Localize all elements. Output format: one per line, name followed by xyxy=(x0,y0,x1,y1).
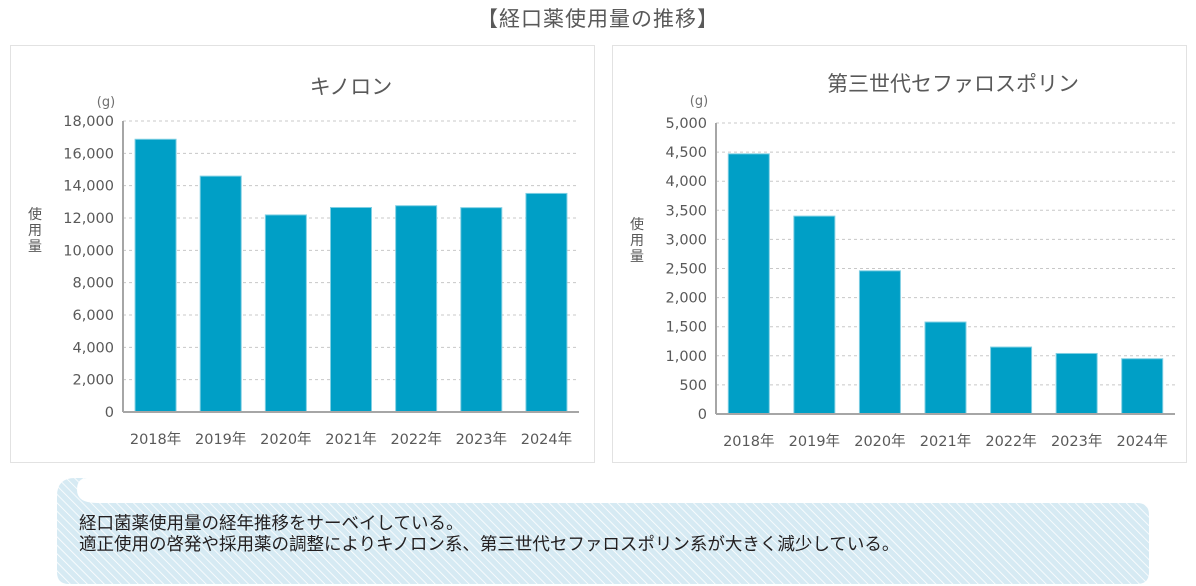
y-tick-label: 2,000 xyxy=(665,291,707,307)
y-axis-label: 用 xyxy=(630,233,644,249)
y-axis-label: 量 xyxy=(28,239,42,255)
y-unit-label: (g) xyxy=(690,94,708,109)
bar-2022 xyxy=(990,346,1033,415)
callout-line-1: 経口菌薬使用量の経年推移をサーベイしている。 xyxy=(79,514,464,534)
bar-2023 xyxy=(1055,352,1098,415)
chart-panel-quinolone: キノロン (g) 使用量 0 2,000 4,000 6,000 8,000 10,000 12,… xyxy=(10,45,595,463)
x-tick-label: 2024年 xyxy=(1117,433,1168,450)
bar-2019 xyxy=(199,175,242,413)
y-tick-label: 4,000 xyxy=(665,174,707,190)
y-tick-label: 8,000 xyxy=(72,276,114,292)
x-tick-label: 2020年 xyxy=(260,431,311,448)
chart-third-gen-cephalosporin: 第三世代セファロスポリン (g) 使用量 0 500 1,000 1,500 2,000 2,5… xyxy=(630,72,1175,450)
y-tick-label: 4,500 xyxy=(665,145,707,161)
page-title: 【経口薬使用量の推移】 xyxy=(477,7,719,31)
y-tick-label: 3,000 xyxy=(665,232,707,248)
y-tick-label: 2,000 xyxy=(72,373,114,389)
y-tick-label: 1,000 xyxy=(665,349,707,365)
x-tick-label: 2022年 xyxy=(985,433,1036,450)
bar-2020 xyxy=(858,270,901,415)
x-tick-label: 2018年 xyxy=(130,431,181,448)
y-axis-label: 使 xyxy=(630,216,644,233)
y-tick-label: 18,000 xyxy=(63,114,114,130)
y-tick-label: 12,000 xyxy=(63,211,114,227)
y-tick-label: 4,000 xyxy=(72,340,114,356)
y-tick-label: 0 xyxy=(105,405,114,421)
bar-2021 xyxy=(330,206,372,413)
x-tick-label: 2018年 xyxy=(723,433,774,450)
bar-2023 xyxy=(460,207,503,413)
bar-2022 xyxy=(395,205,438,413)
y-tick-label: 6,000 xyxy=(72,308,114,324)
x-tick-label: 2021年 xyxy=(920,433,971,450)
x-tick-label: 2023年 xyxy=(456,431,507,448)
y-axis-label: 用 xyxy=(28,223,42,239)
bar-2019 xyxy=(793,215,836,415)
y-tick-label: 3,500 xyxy=(665,203,707,219)
y-axis-label: 使 xyxy=(28,206,42,223)
chart-title: キノロン xyxy=(310,75,393,99)
y-tick-label: 5,000 xyxy=(665,116,707,132)
bar-2020 xyxy=(264,214,307,413)
y-tick-label: 2,500 xyxy=(665,262,707,278)
x-tick-label: 2019年 xyxy=(789,433,840,450)
bar-2024 xyxy=(1121,358,1164,415)
x-tick-label: 2019年 xyxy=(195,431,246,448)
bar-2018 xyxy=(727,153,770,415)
summary-callout: 経口菌薬使用量の経年推移をサーベイしている。 適正使用の啓発や採用薬の調整により… xyxy=(57,478,1149,584)
y-tick-label: 1,500 xyxy=(665,320,707,336)
callout-line-2: 適正使用の啓発や採用薬の調整によりキノロン系、第三世代セファロスポリン系が大きく… xyxy=(79,535,900,555)
chart-quinolone: キノロン (g) 使用量 0 2,000 4,000 6,000 8,000 10,000 12,… xyxy=(28,75,579,448)
x-tick-label: 2024年 xyxy=(521,431,572,448)
y-tick-label: 500 xyxy=(679,378,707,394)
chart-panel-third-gen-cephalosporin: 第三世代セファロスポリン (g) 使用量 0 500 1,000 1,500 2,000 2,5… xyxy=(612,45,1187,463)
y-tick-label: 14,000 xyxy=(63,179,114,195)
x-tick-label: 2022年 xyxy=(390,431,441,448)
bar-2021 xyxy=(924,321,967,415)
y-tick-label: 0 xyxy=(698,407,707,423)
x-tick-label: 2021年 xyxy=(325,431,376,448)
chart-title: 第三世代セファロスポリン xyxy=(827,72,1079,96)
y-unit-label: (g) xyxy=(97,95,115,110)
bar-2018 xyxy=(134,138,177,413)
y-tick-label: 10,000 xyxy=(63,243,114,259)
callout-text: 経口菌薬使用量の経年推移をサーベイしている。 適正使用の啓発や採用薬の調整により… xyxy=(79,514,899,556)
y-axis-label: 量 xyxy=(630,249,644,265)
x-tick-label: 2020年 xyxy=(854,433,905,450)
callout-background xyxy=(57,478,1149,584)
y-tick-label: 16,000 xyxy=(63,146,114,162)
x-tick-label: 2023年 xyxy=(1051,433,1102,450)
bar-2024 xyxy=(525,192,568,413)
